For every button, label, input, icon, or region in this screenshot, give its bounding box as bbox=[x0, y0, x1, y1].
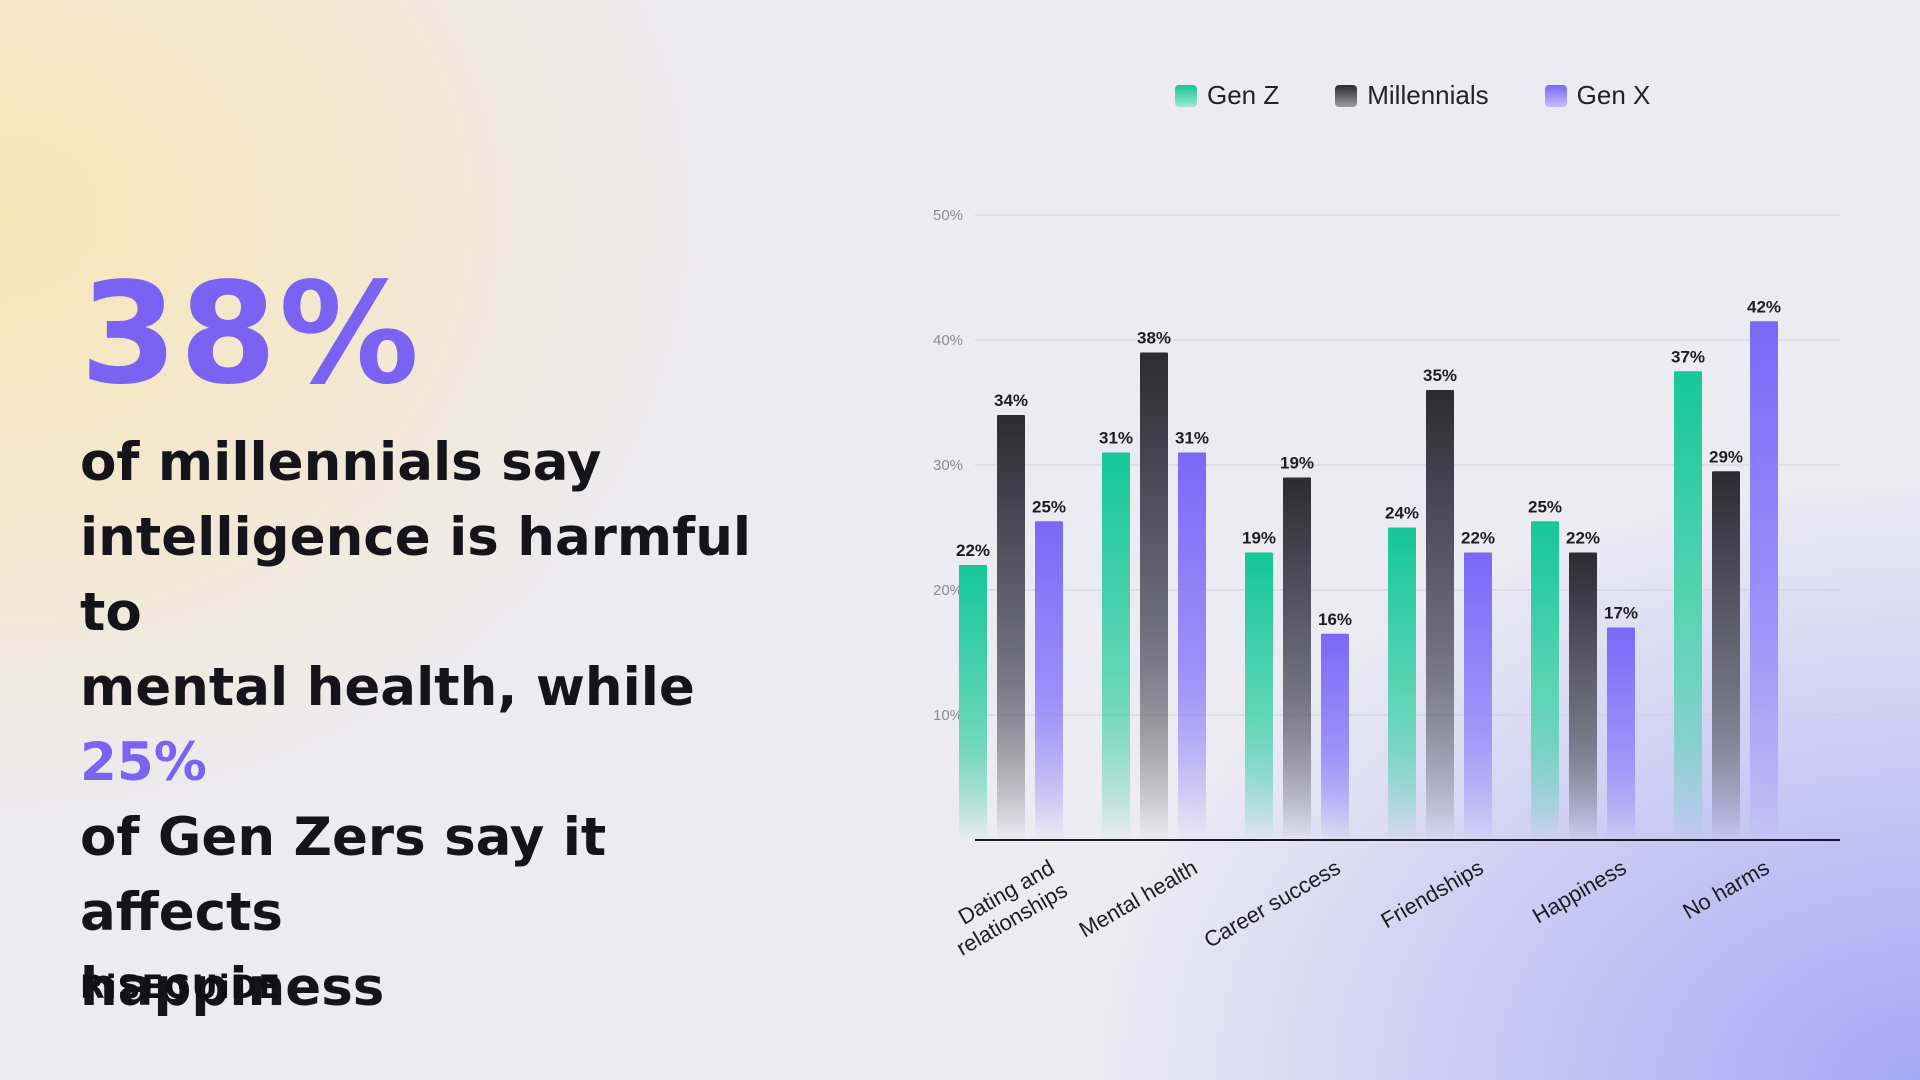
bar-value-label: 34% bbox=[994, 391, 1028, 410]
bar-value-label: 25% bbox=[1032, 497, 1066, 516]
bar-millennials bbox=[1283, 477, 1311, 840]
bar-value-label: 29% bbox=[1709, 447, 1743, 466]
headline-line-1: of millennials say bbox=[80, 432, 602, 493]
x-category-label-line: No harms bbox=[1678, 855, 1773, 924]
x-category-label: Dating andrelationships bbox=[939, 855, 1071, 961]
headline-block: 38% of millennials say intelligence is h… bbox=[80, 265, 800, 1025]
legend-item-gen-z: Gen Z bbox=[1175, 80, 1279, 111]
riseguide-logo: RiSEGUiDE bbox=[80, 968, 282, 1006]
bar-value-label: 31% bbox=[1175, 429, 1209, 448]
y-tick-label: 40% bbox=[933, 332, 963, 349]
y-tick-label: 10% bbox=[933, 707, 963, 724]
bar-value-label: 25% bbox=[1528, 497, 1562, 516]
bar-gen-x bbox=[1607, 627, 1635, 840]
x-category-label-line: Career success bbox=[1200, 855, 1345, 953]
bar-value-label: 38% bbox=[1137, 329, 1171, 348]
x-category-label: Mental health bbox=[1075, 855, 1202, 943]
bar-value-label: 16% bbox=[1318, 610, 1352, 629]
bar-value-label: 19% bbox=[1242, 529, 1276, 548]
bar-value-label: 35% bbox=[1423, 366, 1457, 385]
legend-item-millennials: Millennials bbox=[1335, 80, 1489, 111]
y-tick-label: 20% bbox=[933, 582, 963, 599]
grid-lines: 10% 20% 30% 40% 50% bbox=[933, 207, 1840, 841]
chart-legend: Gen Z Millennials Gen X bbox=[1175, 80, 1650, 111]
x-category-label-line: Friendships bbox=[1377, 855, 1488, 934]
x-category-label: Career success bbox=[1200, 855, 1345, 953]
x-axis-labels: Dating andrelationships Mental healthCare… bbox=[939, 855, 1773, 961]
headline-line-3: mental health, while 25% bbox=[80, 650, 800, 800]
bar-gen-x bbox=[1035, 521, 1063, 840]
x-category-label: Happiness bbox=[1528, 855, 1631, 929]
legend-label-gen-x: Gen X bbox=[1576, 80, 1651, 110]
bar-value-label: 37% bbox=[1671, 347, 1705, 366]
x-category-label: No harms bbox=[1678, 855, 1773, 924]
legend-label-gen-z: Gen Z bbox=[1207, 80, 1280, 110]
bar-gen-z bbox=[1102, 452, 1130, 840]
bar-gen-z bbox=[959, 565, 987, 840]
bar-value-label: 22% bbox=[1566, 529, 1600, 548]
headline-line-2: intelligence is harmful to bbox=[80, 507, 752, 643]
headline-line-4: of Gen Zers say it affects bbox=[80, 807, 607, 943]
x-category-label: Friendships bbox=[1377, 855, 1488, 934]
legend-swatch-gen-z bbox=[1175, 84, 1197, 107]
bar-millennials bbox=[1140, 352, 1168, 840]
bar-value-label: 24% bbox=[1385, 504, 1419, 523]
bar-gen-z bbox=[1388, 527, 1416, 840]
bar-value-label: 22% bbox=[1461, 529, 1495, 548]
headline-stat: 38% bbox=[80, 253, 422, 416]
x-category-label-line: Mental health bbox=[1075, 855, 1202, 943]
legend-swatch-millennials bbox=[1335, 84, 1358, 107]
bar-gen-x bbox=[1178, 452, 1206, 840]
headline-accent-stat: 25% bbox=[80, 732, 207, 793]
legend-swatch-gen-x bbox=[1544, 84, 1567, 107]
bar-value-label: 31% bbox=[1099, 429, 1133, 448]
headline-line-5: happiness bbox=[80, 957, 385, 1018]
bar-millennials bbox=[1426, 390, 1454, 840]
bar-millennials bbox=[997, 415, 1025, 840]
bar-value-label: 17% bbox=[1604, 604, 1638, 623]
bar-gen-z bbox=[1674, 371, 1702, 840]
headline-line-3-prefix: mental health, while bbox=[80, 657, 695, 718]
x-category-label-line: Happiness bbox=[1528, 855, 1631, 929]
bars: 22%34%25%31%38%31%19%19%16%24%35%22%25%2… bbox=[956, 297, 1781, 840]
bar-value-label: 22% bbox=[956, 541, 990, 560]
bar-value-label: 42% bbox=[1747, 297, 1781, 316]
legend-item-gen-x: Gen X bbox=[1544, 80, 1651, 111]
headline-text: of millennials say intelligence is harmf… bbox=[80, 425, 800, 1025]
bar-gen-z bbox=[1531, 521, 1559, 840]
bar-gen-z bbox=[1245, 552, 1273, 840]
bar-millennials bbox=[1569, 552, 1597, 840]
bar-gen-x bbox=[1750, 321, 1778, 840]
bar-gen-x bbox=[1464, 552, 1492, 840]
y-tick-label: 50% bbox=[933, 207, 963, 224]
bar-gen-x bbox=[1321, 633, 1349, 840]
y-tick-label: 30% bbox=[933, 457, 963, 474]
bar-millennials bbox=[1712, 471, 1740, 840]
legend-label-millennials: Millennials bbox=[1367, 80, 1489, 110]
bar-value-label: 19% bbox=[1280, 454, 1314, 473]
